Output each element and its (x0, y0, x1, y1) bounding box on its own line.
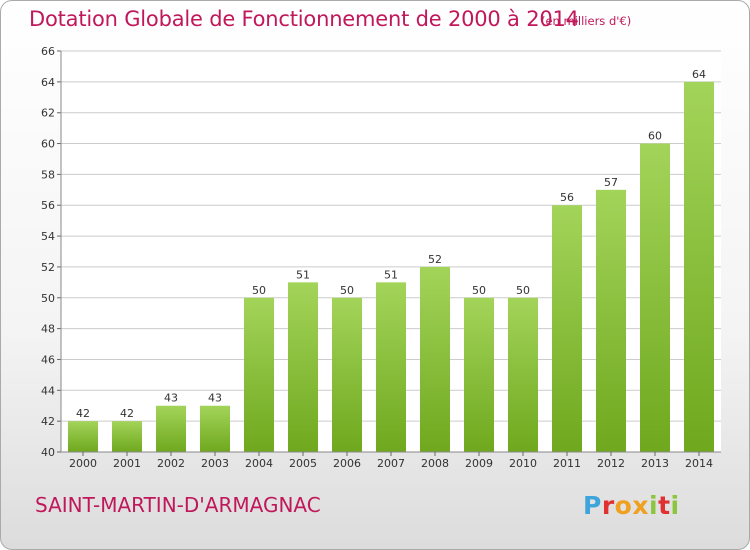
bar-value-label: 50 (252, 284, 266, 297)
logo-letter: i (670, 491, 680, 520)
y-tick-label: 62 (41, 107, 55, 120)
x-tick-label: 2006 (333, 457, 361, 470)
bar (200, 405, 230, 452)
bar-value-label: 51 (296, 268, 310, 281)
x-tick-label: 2008 (421, 457, 449, 470)
y-tick-label: 40 (41, 446, 55, 459)
bar-value-label: 50 (472, 284, 486, 297)
bar (508, 297, 538, 452)
bar (684, 81, 714, 452)
y-tick-label: 50 (41, 292, 55, 305)
logo-letter: P (583, 491, 602, 520)
bar (376, 282, 406, 452)
y-tick-label: 46 (41, 353, 55, 366)
logo-letter: x (632, 491, 649, 520)
bar-value-label: 42 (76, 407, 90, 420)
y-axis: 40 42 44 46 48 50 52 54 56 58 60 62 64 66 (41, 45, 62, 459)
value-labels: 42 42 43 43 50 51 50 51 52 50 50 56 57 60 64 (76, 68, 706, 420)
bar (596, 189, 626, 453)
bar-value-label: 43 (208, 392, 222, 405)
y-tick-label: 66 (41, 45, 55, 58)
bar-value-label: 50 (516, 284, 530, 297)
bar (156, 405, 186, 452)
x-axis: 2000 2001 2002 2003 2004 2005 2006 2007 2008 2009… (61, 451, 721, 470)
x-tick-label: 2010 (509, 457, 537, 470)
bar (464, 297, 494, 452)
x-tick-label: 2014 (685, 457, 713, 470)
bar (244, 297, 274, 452)
bar-value-label: 57 (604, 176, 618, 189)
bar (68, 421, 98, 452)
logo-letter: r (601, 491, 615, 520)
bar-value-label: 42 (120, 407, 134, 420)
x-tick-label: 2005 (289, 457, 317, 470)
logo-letter: i (649, 491, 659, 520)
y-tick-label: 60 (41, 138, 55, 151)
x-tick-label: 2001 (113, 457, 141, 470)
bar-value-label: 51 (384, 268, 398, 281)
proxiti-logo[interactable]: Proxiti (583, 491, 680, 520)
x-tick-label: 2013 (641, 457, 669, 470)
y-tick-label: 52 (41, 261, 55, 274)
y-tick-label: 42 (41, 415, 55, 428)
y-tick-label: 58 (41, 168, 55, 181)
bar-value-label: 52 (428, 253, 442, 266)
commune-name: SAINT-MARTIN-D'ARMAGNAC (35, 493, 321, 517)
logo-letter: t (658, 491, 671, 520)
x-tick-label: 2009 (465, 457, 493, 470)
x-tick-label: 2012 (597, 457, 625, 470)
chart-subtitle: (en milliers d'€) (541, 14, 632, 28)
bar-value-label: 43 (164, 392, 178, 405)
chart-title: Dotation Globale de Fonctionnement de 20… (29, 7, 579, 31)
bar (288, 282, 318, 452)
x-tick-label: 2004 (245, 457, 273, 470)
y-tick-label: 56 (41, 199, 55, 212)
x-tick-label: 2000 (69, 457, 97, 470)
bar (420, 266, 450, 452)
bar (640, 143, 670, 453)
y-tick-label: 64 (41, 76, 55, 89)
y-tick-label: 54 (41, 230, 55, 243)
y-tick-label: 44 (41, 384, 55, 397)
x-tick-label: 2011 (553, 457, 581, 470)
bar-value-label: 64 (692, 68, 706, 81)
bar-value-label: 60 (648, 130, 662, 143)
x-tick-label: 2007 (377, 457, 405, 470)
bar-value-label: 56 (560, 191, 574, 204)
x-tick-label: 2002 (157, 457, 185, 470)
bar-value-label: 50 (340, 284, 354, 297)
x-tick-label: 2003 (201, 457, 229, 470)
bars (68, 81, 714, 453)
y-tick-label: 48 (41, 323, 55, 336)
bar (332, 297, 362, 452)
bar (552, 205, 582, 452)
bar (112, 421, 142, 452)
logo-letter: o (614, 491, 633, 520)
